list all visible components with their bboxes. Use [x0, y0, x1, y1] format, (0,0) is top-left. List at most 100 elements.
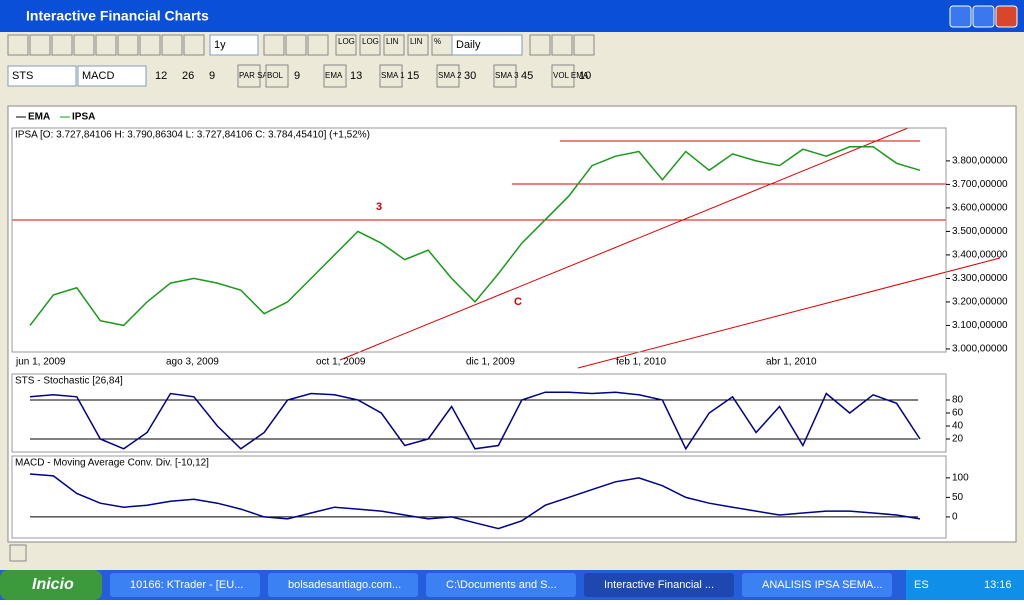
study1: STS — [12, 70, 33, 82]
task-label: 10166: KTrader - [EU... — [130, 579, 243, 591]
bol-button[interactable] — [265, 64, 289, 88]
scale-label: LIN — [410, 37, 423, 46]
task-item[interactable] — [110, 573, 260, 597]
tool-button[interactable] — [29, 34, 51, 56]
tool-button[interactable] — [95, 34, 117, 56]
vol: VOL EMA — [553, 71, 589, 80]
lang: ES — [914, 579, 929, 591]
scale-label: LIN — [386, 37, 399, 46]
series-line — [29, 146, 921, 327]
y-tick-label: 20 — [952, 434, 964, 445]
trend-line-2 — [577, 257, 1001, 369]
y-tick-label: 80 — [952, 395, 964, 406]
y-tick-label: 0 — [952, 512, 958, 523]
x-tick-label: feb 1, 2010 — [616, 357, 666, 368]
series-line — [29, 391, 921, 451]
task-label: C:\Documents and S... — [446, 579, 557, 591]
macd-param: 12 — [155, 70, 167, 82]
par-sar: PAR SAR — [239, 71, 274, 80]
sma-n: 15 — [407, 70, 419, 82]
tool-button[interactable] — [73, 34, 95, 56]
y-tick-label: 3.800,00000 — [952, 156, 1008, 167]
sma: SMA 3 — [495, 71, 519, 80]
scale-button[interactable] — [383, 34, 405, 56]
annotation: 3 — [376, 201, 382, 213]
macd-param: 9 — [209, 70, 215, 82]
x-tick-label: dic 1, 2009 — [466, 357, 515, 368]
y-tick-label: 100 — [952, 473, 969, 484]
ema: EMA — [325, 71, 343, 80]
sma-button[interactable] — [493, 64, 517, 88]
title-bar — [0, 0, 1024, 32]
par-sar-button[interactable] — [237, 64, 261, 88]
task-item[interactable] — [742, 573, 892, 597]
task-label: ANALISIS IPSA SEMA... — [762, 579, 882, 591]
x-tick-label: oct 1, 2009 — [316, 357, 366, 368]
task-label: Interactive Financial ... — [604, 579, 714, 591]
scale-button[interactable] — [407, 34, 429, 56]
y-tick-label: 3.500,00000 — [952, 226, 1008, 237]
trend-line — [339, 127, 909, 361]
tool-button[interactable] — [529, 34, 551, 56]
task-label: bolsadesantiago.com... — [288, 579, 401, 591]
start-button[interactable] — [0, 570, 102, 600]
task-item[interactable] — [584, 573, 734, 597]
maximize[interactable] — [972, 5, 995, 28]
macd-param: 26 — [182, 70, 194, 82]
minimize[interactable] — [949, 5, 972, 28]
tool-button[interactable] — [161, 34, 183, 56]
ema-button[interactable] — [323, 64, 347, 88]
x-tick-label: jun 1, 2009 — [15, 357, 66, 368]
scale-button[interactable] — [335, 34, 357, 56]
tool-button[interactable] — [307, 34, 329, 56]
sma-n: 45 — [521, 70, 533, 82]
tool-button[interactable] — [51, 34, 73, 56]
tool-button[interactable] — [183, 34, 205, 56]
y-tick-label: 60 — [952, 408, 964, 419]
study2: MACD — [82, 70, 114, 82]
y-tick-label: 3.600,00000 — [952, 203, 1008, 214]
sma: SMA 2 — [438, 71, 462, 80]
tool-button[interactable] — [573, 34, 595, 56]
panel-title: MACD - Moving Average Conv. Div. [-10,12… — [15, 458, 209, 469]
y-tick-label: 3.100,00000 — [952, 320, 1008, 331]
window-title: Interactive Financial Charts — [26, 8, 209, 24]
task-item[interactable] — [268, 573, 418, 597]
zoom-icon[interactable] — [9, 544, 27, 562]
vol-n: 10 — [579, 70, 591, 82]
study1-select[interactable] — [7, 65, 77, 87]
chart-area — [7, 105, 1017, 543]
scale-label: % — [434, 37, 441, 46]
vol-button[interactable] — [551, 64, 575, 88]
task-item[interactable] — [426, 573, 576, 597]
panel — [11, 127, 947, 353]
y-tick-label: 40 — [952, 421, 964, 432]
panel-title: IPSA [O: 3.727,84106 H: 3.790,86304 L: 3… — [15, 130, 370, 141]
y-tick-label: 3.300,00000 — [952, 273, 1008, 284]
tool-button[interactable] — [139, 34, 161, 56]
annotation: C — [514, 296, 522, 308]
tool-button[interactable] — [7, 34, 29, 56]
scale-button[interactable] — [359, 34, 381, 56]
y-tick-label: 3.200,00000 — [952, 297, 1008, 308]
tool-button[interactable] — [263, 34, 285, 56]
period-select[interactable] — [209, 34, 259, 56]
scale-label: LOG — [338, 37, 355, 46]
y-tick-label: 50 — [952, 492, 964, 503]
tool-button[interactable] — [551, 34, 573, 56]
interval: Daily — [456, 39, 481, 51]
interval-select[interactable] — [451, 34, 523, 56]
tool-button[interactable] — [117, 34, 139, 56]
sma-button[interactable] — [379, 64, 403, 88]
sma: SMA 1 — [381, 71, 405, 80]
sma-button[interactable] — [436, 64, 460, 88]
series-line — [29, 473, 921, 530]
tool-button[interactable] — [285, 34, 307, 56]
legend-label: EMA — [28, 112, 50, 123]
close[interactable] — [995, 5, 1018, 28]
period: 1y — [214, 39, 226, 51]
study2-select[interactable] — [77, 65, 147, 87]
x-tick-label: abr 1, 2010 — [766, 357, 817, 368]
